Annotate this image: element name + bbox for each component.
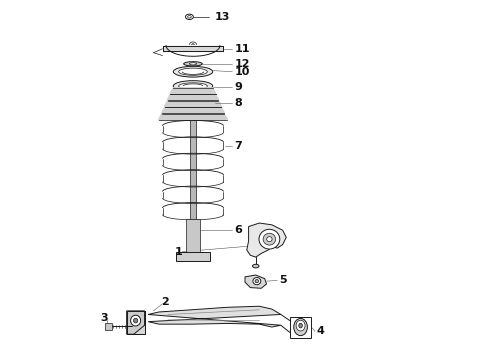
Text: 7: 7: [234, 141, 242, 151]
Text: 12: 12: [234, 59, 250, 69]
Ellipse shape: [190, 42, 196, 48]
Ellipse shape: [184, 62, 202, 66]
Text: 5: 5: [279, 275, 287, 285]
Text: 9: 9: [234, 82, 242, 92]
Bar: [126, 311, 145, 334]
Text: 2: 2: [161, 297, 169, 307]
Ellipse shape: [179, 68, 207, 75]
Ellipse shape: [294, 319, 307, 336]
Text: 13: 13: [215, 12, 230, 22]
Ellipse shape: [173, 81, 213, 91]
Polygon shape: [163, 46, 223, 51]
Polygon shape: [159, 114, 227, 120]
Polygon shape: [245, 275, 267, 288]
Polygon shape: [165, 101, 221, 107]
Bar: [176, 252, 210, 261]
Ellipse shape: [296, 320, 305, 331]
Ellipse shape: [299, 323, 302, 328]
Ellipse shape: [133, 318, 138, 323]
Ellipse shape: [178, 255, 181, 258]
Polygon shape: [171, 88, 216, 94]
Polygon shape: [247, 223, 286, 257]
Ellipse shape: [263, 233, 276, 245]
Polygon shape: [168, 94, 219, 101]
Polygon shape: [126, 311, 145, 334]
Text: 3: 3: [100, 314, 108, 323]
Ellipse shape: [259, 229, 280, 249]
Polygon shape: [166, 45, 220, 56]
Bar: [186, 220, 200, 253]
Ellipse shape: [253, 278, 261, 285]
Ellipse shape: [252, 264, 259, 268]
Text: 8: 8: [234, 98, 242, 108]
Text: 6: 6: [234, 225, 242, 235]
Ellipse shape: [131, 315, 141, 326]
Text: 11: 11: [234, 44, 250, 54]
Text: 1: 1: [175, 247, 183, 257]
Ellipse shape: [173, 66, 213, 77]
Ellipse shape: [192, 44, 195, 46]
Ellipse shape: [205, 255, 208, 258]
Ellipse shape: [267, 237, 272, 242]
Ellipse shape: [255, 279, 259, 283]
Text: 10: 10: [234, 67, 249, 77]
Text: 4: 4: [317, 326, 324, 336]
Bar: [191, 87, 196, 221]
Polygon shape: [162, 107, 224, 114]
Polygon shape: [148, 306, 281, 327]
Bar: [105, 323, 112, 330]
Ellipse shape: [179, 83, 207, 89]
Bar: [126, 311, 145, 334]
Ellipse shape: [190, 63, 196, 65]
